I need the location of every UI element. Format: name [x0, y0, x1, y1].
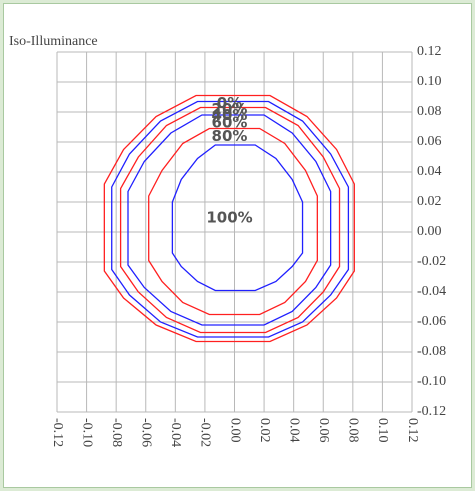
contour-label: 80%: [212, 127, 248, 145]
x-tick-label: -0.02: [198, 418, 213, 447]
panel: [3, 3, 472, 488]
y-tick-label: -0.04: [417, 284, 446, 299]
y-tick-label: 0.04: [417, 164, 442, 179]
contour-line: [148, 127, 318, 316]
y-tick-label: 0.12: [417, 44, 442, 59]
contour-line: [103, 94, 355, 343]
y-tick-label: -0.02: [417, 254, 446, 269]
x-tick-label: -0.10: [79, 418, 94, 447]
chart-title: Iso-Illuminance: [9, 34, 98, 49]
y-tick-label: 0.02: [417, 194, 442, 209]
x-tick-label: -0.06: [139, 418, 154, 447]
contour-line: [171, 144, 304, 292]
y-tick-label: -0.10: [417, 374, 446, 389]
contour-label: 40%: [212, 106, 248, 124]
x-tick-label: 0.08: [346, 418, 361, 443]
contour-label: 0%: [217, 94, 242, 112]
x-tick-label: -0.04: [168, 418, 183, 447]
x-tick-label: 0.10: [375, 418, 390, 443]
y-tick-label: 0.00: [417, 224, 442, 239]
contour-line: [127, 114, 332, 326]
contour-label: 60%: [212, 114, 248, 132]
x-tick-label: 0.02: [257, 418, 272, 443]
y-tick-label: 0.06: [417, 134, 442, 149]
x-tick-label: -0.12: [50, 418, 65, 447]
x-tick-label: 0.06: [316, 418, 331, 443]
contour-label: 20%: [212, 100, 248, 118]
x-tick-label: 0.04: [286, 418, 301, 443]
contour-label: 100%: [206, 208, 252, 226]
y-tick-label: -0.06: [417, 314, 446, 329]
y-tick-label: 0.08: [417, 104, 442, 119]
x-tick-label: 0.12: [405, 418, 420, 443]
y-tick-label: -0.08: [417, 344, 446, 359]
x-tick-label: 0.00: [227, 418, 242, 443]
contour-line: [111, 100, 350, 338]
y-tick-label: -0.12: [417, 404, 446, 419]
contour-line: [119, 106, 341, 334]
y-tick-label: 0.10: [417, 74, 442, 89]
x-tick-label: -0.08: [109, 418, 124, 447]
